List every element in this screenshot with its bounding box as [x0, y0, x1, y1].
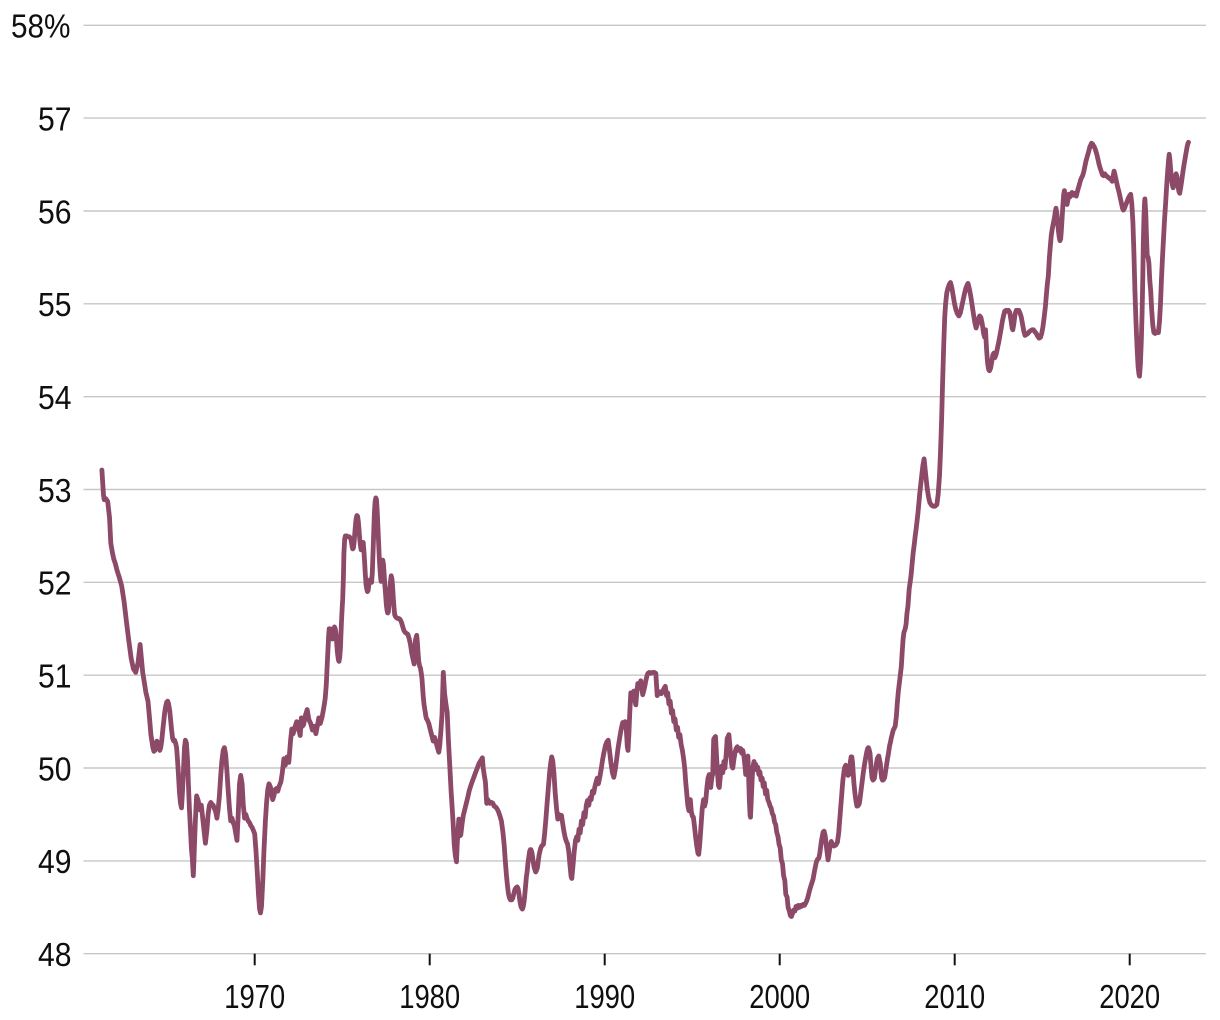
- svg-text:1990: 1990: [574, 978, 635, 1015]
- svg-text:48: 48: [38, 936, 72, 973]
- svg-text:1970: 1970: [224, 978, 285, 1015]
- svg-text:2020: 2020: [1099, 978, 1160, 1015]
- svg-text:54: 54: [38, 379, 72, 416]
- svg-text:2000: 2000: [749, 978, 810, 1015]
- svg-text:58%: 58%: [11, 8, 71, 45]
- svg-text:2010: 2010: [924, 978, 985, 1015]
- svg-text:49: 49: [38, 843, 72, 880]
- svg-text:1980: 1980: [399, 978, 460, 1015]
- svg-text:57: 57: [38, 100, 72, 137]
- svg-text:52: 52: [38, 565, 72, 602]
- svg-text:53: 53: [38, 472, 72, 509]
- svg-text:55: 55: [38, 286, 72, 323]
- svg-text:56: 56: [38, 193, 72, 230]
- svg-text:51: 51: [38, 658, 72, 695]
- svg-text:50: 50: [38, 750, 72, 787]
